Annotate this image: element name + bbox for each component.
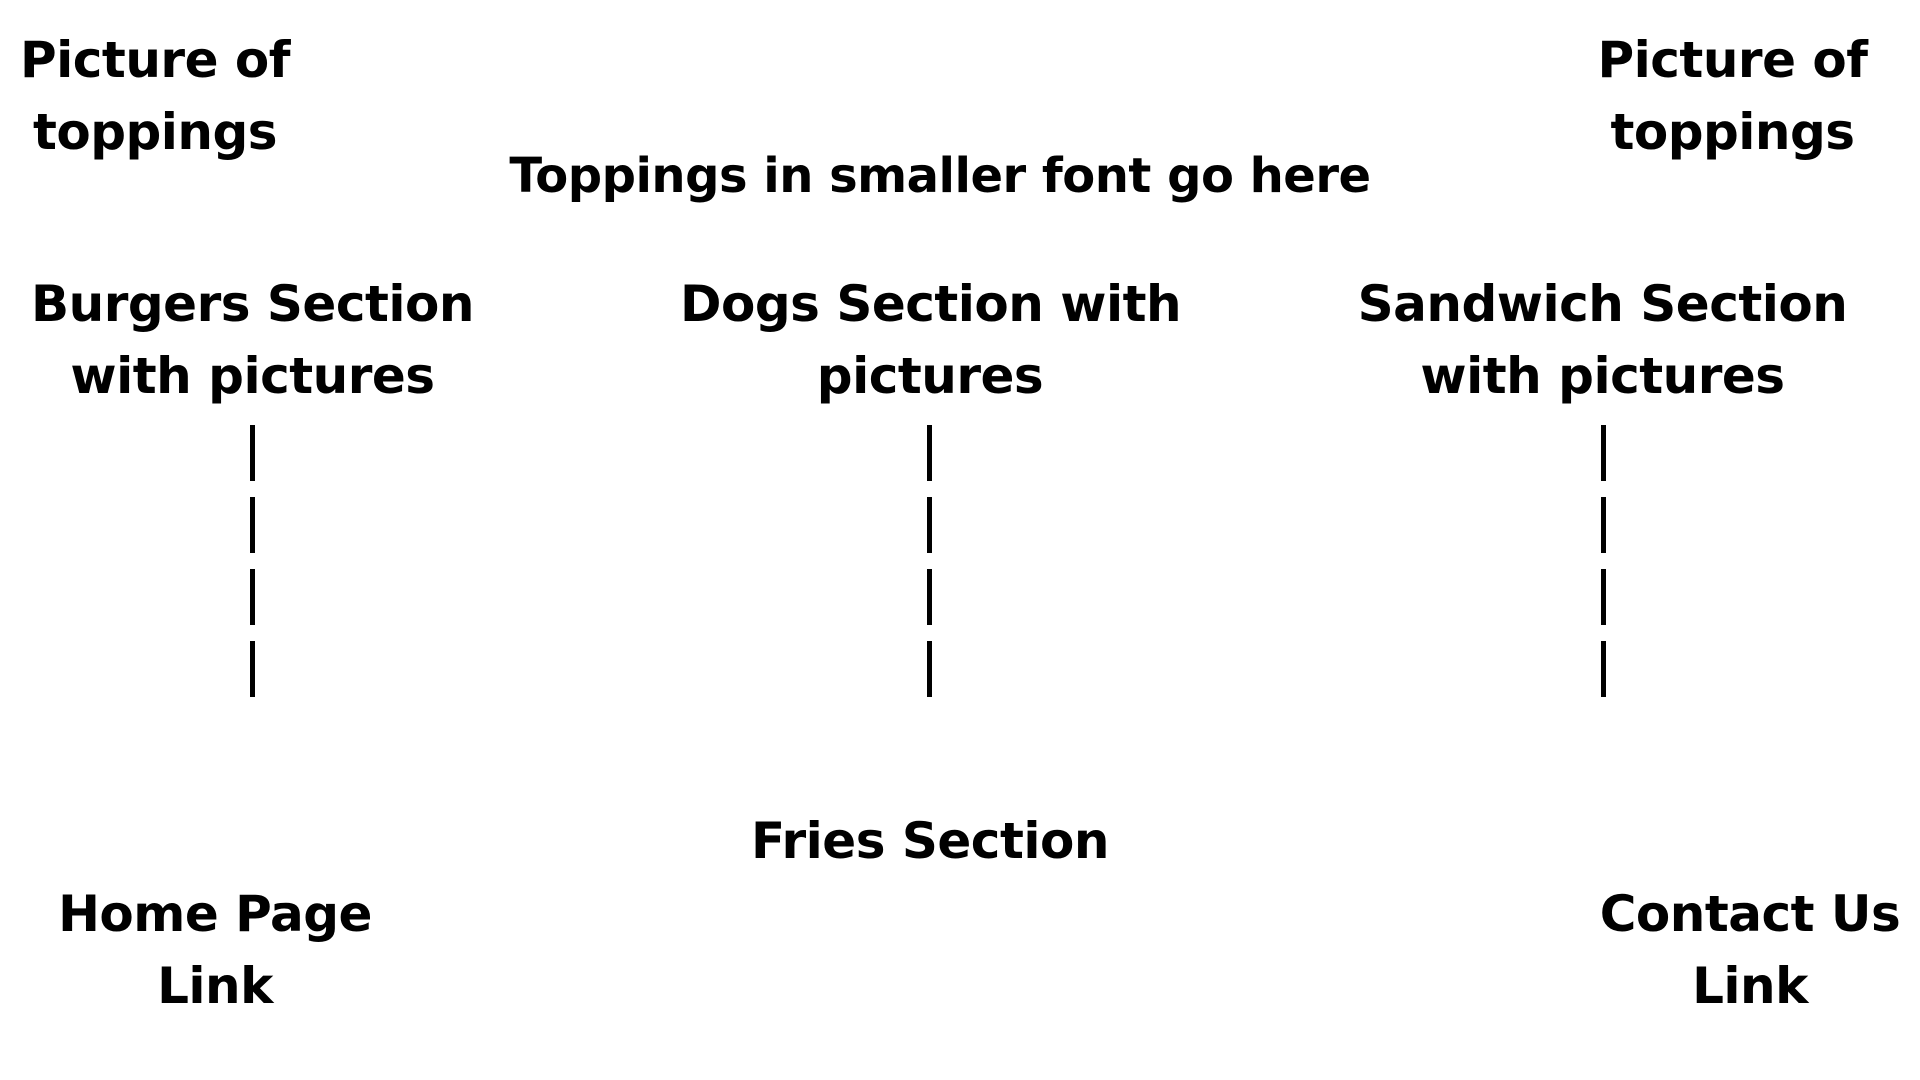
toppings-note: Toppings in smaller font go here bbox=[440, 140, 1440, 212]
contact-us-link-line1: Contact Us bbox=[1599, 885, 1901, 943]
burgers-divider-3 bbox=[250, 569, 255, 625]
dogs-section[interactable]: Dogs Section with pictures bbox=[680, 268, 1182, 412]
dogs-divider-4 bbox=[927, 641, 932, 697]
home-page-link[interactable]: Home Page Link bbox=[30, 878, 400, 1022]
burgers-divider-4 bbox=[250, 641, 255, 697]
burgers-section[interactable]: Burgers Section with pictures bbox=[0, 268, 505, 412]
dogs-divider-2 bbox=[927, 497, 932, 553]
contact-us-link-line2: Link bbox=[1692, 957, 1808, 1015]
dogs-section-line1: Dogs Section with bbox=[680, 275, 1182, 333]
burgers-divider-1 bbox=[250, 425, 255, 481]
topping-picture-left-line2: toppings bbox=[32, 103, 278, 161]
home-page-link-line1: Home Page bbox=[58, 885, 372, 943]
topping-picture-left: Picture of toppings bbox=[0, 24, 310, 168]
toppings-note-text: Toppings in smaller font go here bbox=[509, 148, 1371, 204]
dogs-section-line2: pictures bbox=[816, 347, 1044, 405]
sandwich-divider-2 bbox=[1601, 497, 1606, 553]
contact-us-link[interactable]: Contact Us Link bbox=[1580, 878, 1920, 1022]
topping-picture-right: Picture of toppings bbox=[1575, 24, 1890, 168]
sandwich-section-line1: Sandwich Section bbox=[1357, 275, 1848, 333]
sandwich-divider-1 bbox=[1601, 425, 1606, 481]
sandwich-section[interactable]: Sandwich Section with pictures bbox=[1350, 268, 1855, 412]
burgers-section-line1: Burgers Section bbox=[31, 275, 474, 333]
topping-picture-right-line1: Picture of bbox=[1597, 31, 1869, 89]
fries-section[interactable]: Fries Section bbox=[680, 805, 1180, 877]
topping-picture-right-line2: toppings bbox=[1610, 103, 1855, 161]
topping-picture-left-line1: Picture of bbox=[20, 31, 291, 89]
sandwich-section-line2: with pictures bbox=[1420, 347, 1785, 405]
burgers-section-line2: with pictures bbox=[70, 347, 435, 405]
burgers-divider-2 bbox=[250, 497, 255, 553]
fries-section-label: Fries Section bbox=[751, 812, 1109, 870]
sandwich-divider-4 bbox=[1601, 641, 1606, 697]
home-page-link-line2: Link bbox=[157, 957, 273, 1015]
dogs-divider-1 bbox=[927, 425, 932, 481]
dogs-divider-3 bbox=[927, 569, 932, 625]
sandwich-divider-3 bbox=[1601, 569, 1606, 625]
